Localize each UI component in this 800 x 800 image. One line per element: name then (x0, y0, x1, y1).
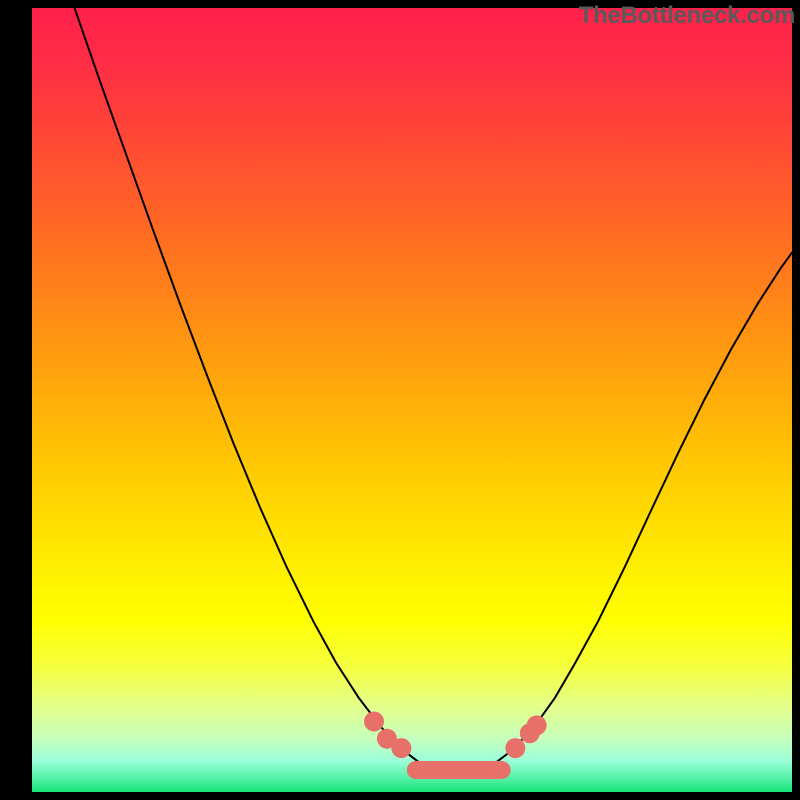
marker-left-0 (364, 711, 384, 731)
watermark-text: TheBottleneck.com (579, 2, 795, 30)
marker-right-0 (505, 738, 525, 758)
gradient-background (32, 8, 792, 792)
marker-right-2 (527, 715, 547, 735)
plot-area (32, 8, 792, 792)
chart-frame: TheBottleneck.com (0, 0, 800, 800)
bottleneck-curve-chart (32, 8, 792, 792)
marker-left-2 (391, 738, 411, 758)
